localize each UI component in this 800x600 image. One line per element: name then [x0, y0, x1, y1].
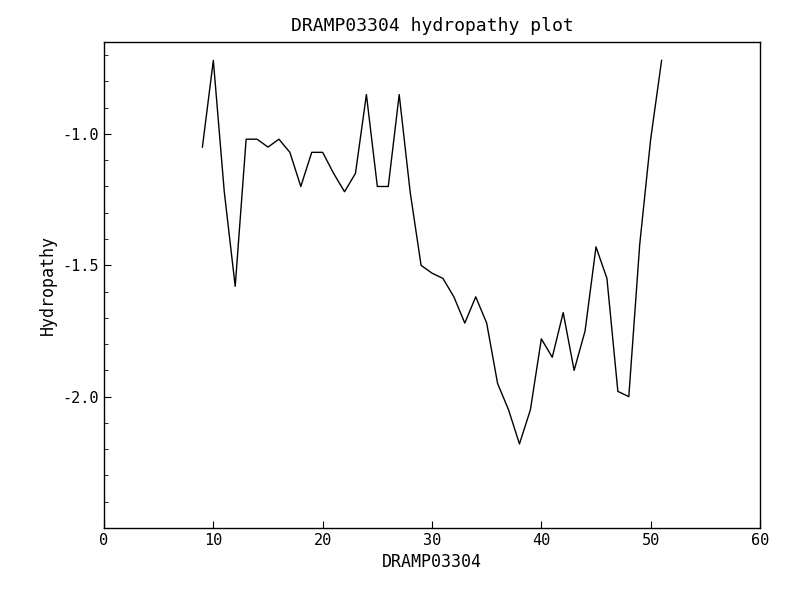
Title: DRAMP03304 hydropathy plot: DRAMP03304 hydropathy plot [290, 17, 574, 35]
Y-axis label: Hydropathy: Hydropathy [39, 235, 57, 335]
X-axis label: DRAMP03304: DRAMP03304 [382, 553, 482, 571]
